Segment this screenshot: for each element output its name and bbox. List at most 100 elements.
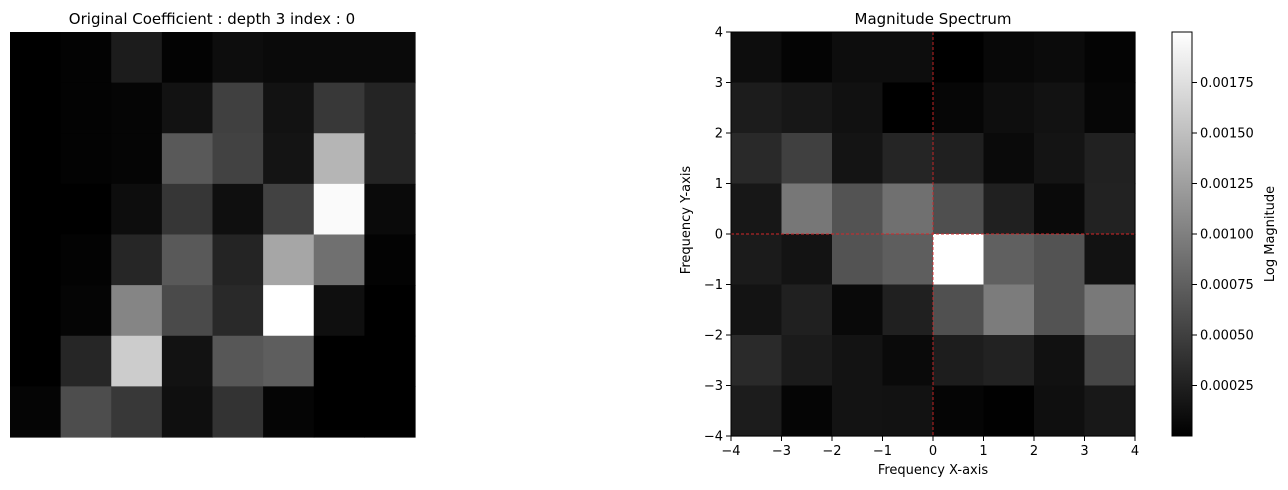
spectrum-cell	[1034, 284, 1086, 336]
spectrum-cell	[983, 82, 1035, 134]
spectrum-cell	[1084, 82, 1136, 134]
spectrum-cell	[781, 385, 833, 437]
left-heatmap-cell	[313, 285, 365, 337]
spectrum-cell	[832, 133, 884, 185]
spectrum-cell	[731, 32, 783, 84]
right-heatmap-cells	[731, 32, 1136, 437]
spectrum-cell	[832, 82, 884, 134]
x-axis-ticks: −4 −3 −2 −1 0 1 2 3 4	[721, 436, 1139, 459]
left-heatmap-cell	[60, 386, 112, 438]
spectrum-cell	[882, 82, 934, 134]
left-heatmap-cell	[212, 234, 264, 286]
spectrum-cell	[933, 335, 985, 387]
left-heatmap-cell	[263, 285, 315, 337]
left-heatmap-cell	[313, 32, 365, 84]
left-heatmap-cell	[313, 386, 365, 438]
left-heatmap-cell	[161, 32, 214, 84]
left-heatmap-cell	[263, 32, 315, 84]
left-heatmap-cell	[313, 183, 365, 236]
x-tick-label: −2	[822, 444, 841, 459]
left-heatmap-cell	[111, 234, 163, 286]
left-heatmap-cell	[10, 386, 62, 438]
left-heatmap-cell	[10, 32, 62, 84]
spectrum-cell	[731, 234, 783, 286]
spectrum-cell	[983, 234, 1035, 286]
magnitude-spectrum-panel: Magnitude Spectrum −4 −3 −2 −1 0 1 2 3 4 −4−3−2−…	[679, 10, 1139, 478]
spectrum-cell	[731, 335, 783, 387]
spectrum-cell	[731, 183, 783, 235]
left-heatmap-cell	[263, 82, 315, 134]
spectrum-cell	[882, 32, 934, 84]
x-tick-label: 0	[929, 444, 937, 459]
left-heatmap-cell	[263, 386, 315, 438]
left-heatmap-cell	[212, 82, 264, 134]
spectrum-cell	[832, 32, 884, 84]
spectrum-cell	[781, 335, 833, 387]
spectrum-cell	[781, 284, 833, 336]
y-tick-label: 2	[715, 127, 723, 142]
x-tick-label: 2	[1030, 444, 1038, 459]
left-heatmap-cell	[161, 183, 214, 236]
left-heatmap-cell	[212, 335, 264, 387]
left-heatmap-cell	[212, 133, 264, 185]
y-axis-ticks: −4 −3 −2 −1 0 1 2 3 4	[704, 26, 731, 445]
x-tick-label: −4	[721, 444, 740, 459]
left-heatmap-cell	[161, 133, 214, 185]
spectrum-cell	[882, 385, 934, 437]
left-heatmap-cell	[10, 183, 62, 236]
spectrum-cell	[731, 82, 783, 134]
left-heatmap-cell	[313, 335, 365, 387]
left-heatmap-cell	[263, 133, 315, 185]
spectrum-cell	[983, 335, 1035, 387]
y-tick-label: −1	[704, 278, 723, 293]
left-heatmap-cell	[60, 234, 112, 286]
spectrum-cell	[832, 284, 884, 336]
spectrum-cell	[1034, 385, 1086, 437]
left-heatmap-cell	[161, 234, 214, 286]
spectrum-crosshair	[731, 32, 1135, 436]
spectrum-cell	[882, 284, 934, 336]
left-heatmap-cell	[263, 234, 315, 286]
spectrum-cell	[1084, 32, 1136, 84]
spectrum-cell	[983, 32, 1035, 84]
spectrum-cell	[1034, 82, 1086, 134]
y-tick-label: −4	[704, 430, 723, 445]
left-heatmap-cell	[212, 386, 264, 438]
colorbar-tick-label: 0.00125	[1200, 177, 1254, 192]
spectrum-cell	[1084, 385, 1136, 437]
spectrum-cell	[933, 385, 985, 437]
colorbar-label: Log Magnitude	[1263, 186, 1278, 282]
spectrum-cell	[882, 234, 934, 286]
spectrum-cell	[731, 284, 783, 336]
spectrum-cell	[1034, 335, 1086, 387]
x-tick-label: 1	[979, 444, 987, 459]
left-heatmap-cell	[313, 82, 365, 134]
left-heatmap-cell	[212, 32, 264, 84]
left-heatmap-cell	[60, 133, 112, 185]
left-heatmap-cell	[60, 285, 112, 337]
left-heatmap-cell	[60, 335, 112, 387]
left-heatmap-cell	[10, 133, 62, 185]
spectrum-cell	[1034, 133, 1086, 185]
spectrum-cell	[983, 133, 1035, 185]
left-heatmap-cell	[111, 32, 163, 84]
left-heatmap-cells	[10, 32, 416, 438]
left-heatmap-cell	[161, 335, 214, 387]
x-tick-label: −3	[772, 444, 791, 459]
spectrum-cell	[1034, 183, 1086, 235]
left-heatmap-cell	[111, 335, 163, 387]
left-heatmap-cell	[161, 386, 214, 438]
right-chart-title: Magnitude Spectrum	[855, 10, 1012, 28]
left-heatmap-cell	[364, 82, 416, 134]
colorbar: 0.00025 0.00050 0.00075 0.00100 0.00125 0.001…	[1171, 31, 1278, 437]
spectrum-cell	[731, 133, 783, 185]
spectrum-cell	[933, 183, 985, 235]
spectrum-cell	[1084, 234, 1136, 286]
y-tick-label: 0	[715, 228, 723, 243]
y-tick-label: 3	[715, 76, 723, 91]
spectrum-cell	[983, 284, 1035, 336]
spectrum-cell	[781, 234, 833, 286]
y-axis-label: Frequency Y-axis	[679, 166, 694, 275]
spectrum-cell	[781, 133, 833, 185]
